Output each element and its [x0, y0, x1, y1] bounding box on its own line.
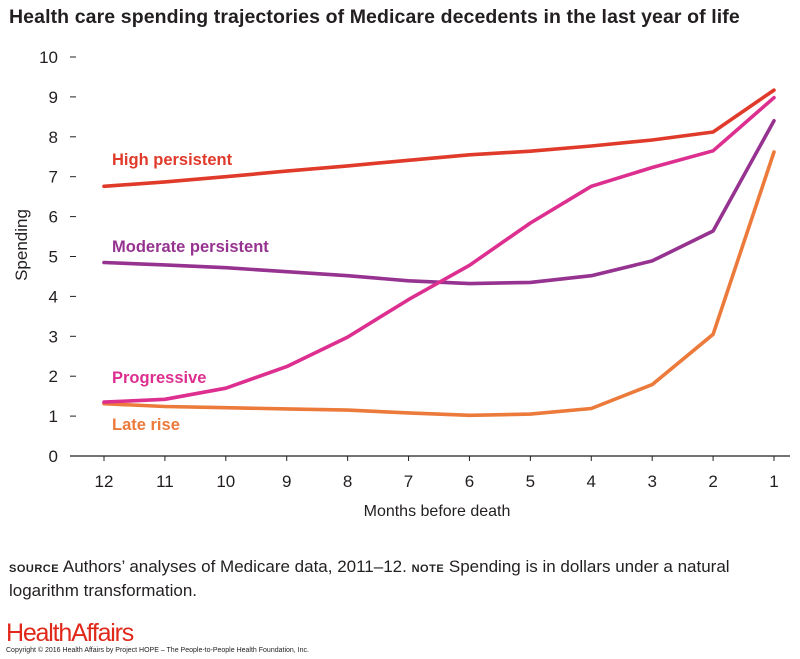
- series-line-high-persistent: [102, 88, 776, 189]
- x-tick-label: 7: [404, 472, 413, 491]
- y-tick-label: 1: [49, 407, 58, 426]
- x-axis-label: Months before death: [364, 503, 511, 520]
- x-tick-label: 6: [465, 472, 474, 491]
- x-tick-label: 4: [587, 472, 596, 491]
- x-tick-label: 10: [216, 472, 235, 491]
- y-tick-label: 3: [49, 327, 58, 346]
- y-tick-label: 8: [49, 128, 58, 147]
- x-tick-label: 12: [95, 472, 114, 491]
- series-label: Moderate persistent: [112, 238, 269, 256]
- y-tick-label: 0: [49, 447, 58, 466]
- note-text: Spending is in dollars under a natural l…: [9, 557, 730, 600]
- series-label: Late rise: [112, 416, 180, 434]
- y-tick-label: 2: [49, 367, 58, 386]
- source-keyword: source: [9, 559, 60, 576]
- x-tick-label: 1: [769, 472, 778, 491]
- source-text: Authors’ analyses of Medicare data, 2011…: [62, 557, 407, 576]
- note-keyword: note: [411, 559, 445, 576]
- x-tick-label: 9: [282, 472, 291, 491]
- series-line-late-rise: [102, 150, 776, 418]
- y-axis-label: Spending: [12, 209, 31, 281]
- y-tick-label: 9: [49, 88, 58, 107]
- x-tick-label: 2: [708, 472, 717, 491]
- y-tick-label: 7: [49, 168, 58, 187]
- series-label: High persistent: [112, 151, 233, 169]
- x-tick-label: 11: [156, 472, 174, 491]
- series-line-moderate-persistent: [102, 119, 776, 286]
- chart-title: Health care spending trajectories of Med…: [9, 6, 740, 28]
- y-tick-label: 10: [39, 48, 58, 67]
- x-tick-label: 5: [526, 472, 535, 491]
- series-line-progressive: [102, 95, 776, 404]
- x-tick-label: 3: [647, 472, 656, 491]
- x-tick-label: 8: [343, 472, 352, 491]
- y-tick-label: 5: [49, 248, 58, 267]
- y-tick-label: 4: [49, 287, 58, 306]
- health-affairs-logo: HealthAffairs: [6, 619, 134, 647]
- series-label: Progressive: [112, 369, 206, 387]
- y-tick-label: 6: [49, 208, 58, 227]
- source-note: source Authors’ analyses of Medicare dat…: [9, 555, 794, 602]
- copyright-text: Copyright © 2016 Health Affairs by Proje…: [6, 647, 309, 654]
